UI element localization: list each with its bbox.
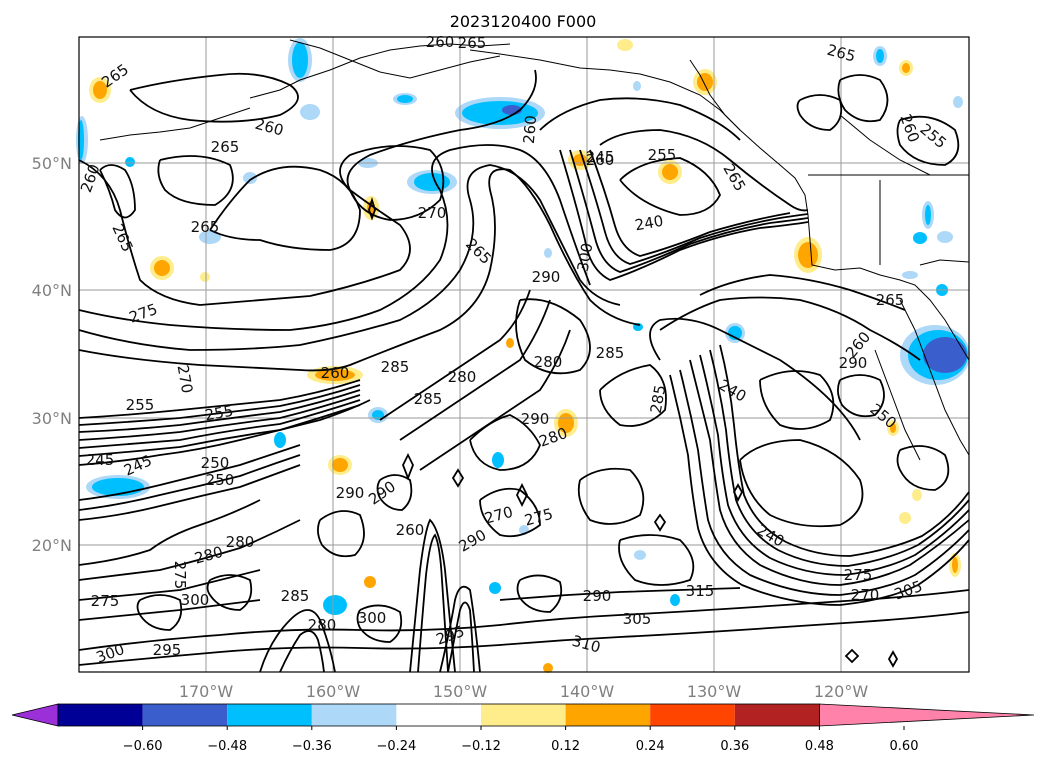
contour-label: 280 [226,533,255,551]
contour-label: 250 [201,454,230,472]
contour-label: 260 [396,521,425,539]
contour-label: 260 [426,33,455,51]
contour-label: 300 [574,241,597,272]
contour-label: 265 [191,218,220,236]
contour-label: 275 [844,566,873,584]
contour-label: 245 [586,148,615,166]
colorbar-segment [481,704,566,726]
contour-label: 245 [86,451,115,469]
colorbar-tick-label: −0.12 [461,739,501,754]
longitude-labels: 170°W 160°W 150°W 140°W 130°W 120°W [179,682,869,701]
colorbar-tick-label: −0.60 [123,739,163,754]
contour-label: 290 [583,587,612,605]
lat-label-30n: 30°N [32,409,72,428]
contour-label: 285 [596,344,625,362]
contour-label: 255 [648,146,677,164]
contour-lines [78,69,970,673]
colorbar [11,703,1035,727]
contour-label: 290 [532,268,561,286]
colorbar-tick-label: −0.48 [207,739,247,754]
contour-label: 285 [647,383,670,414]
lon-label-140w: 140°W [560,682,615,701]
contour-label: 280 [308,616,337,634]
contour-label: 260 [586,151,615,169]
colorbar-segment [396,704,481,726]
colorbar-tick-label: 0.48 [805,739,834,754]
lon-label-120w: 120°W [814,682,869,701]
contour-label: 265 [458,34,487,52]
contour-label: 285 [381,358,410,376]
lat-label-50n: 50°N [32,154,72,173]
contour-label: 295 [153,641,182,659]
map-title: 2023120400 F000 [450,12,597,31]
contour-label: 255 [126,396,155,414]
contour-label: 260 [321,364,350,382]
contour-label: 285 [414,390,443,408]
contour-label: 265 [211,138,240,156]
coastlines [99,39,970,461]
contour-label: 290 [336,484,365,502]
colorbar-extend-high [819,703,1035,727]
contour-label: 275 [91,592,120,610]
contour-label: 275 [171,561,189,590]
contour-label: 255 [203,402,234,425]
contour-label: 260 [520,115,540,145]
latitude-labels: 50°N 40°N 30°N 20°N [32,154,72,555]
colorbar-tick-label: −0.36 [292,739,332,754]
colorbar-segment [734,704,820,726]
lon-label-130w: 130°W [687,682,742,701]
lon-label-170w: 170°W [179,682,234,701]
lat-label-40n: 40°N [32,281,72,300]
map-frame [78,36,970,673]
colorbar-tick-label: 0.36 [720,739,749,754]
colorbar-segment [227,704,312,726]
lon-label-160w: 160°W [306,682,361,701]
colorbar-tick-label: 0.60 [890,739,919,754]
contour-label: 240 [633,212,664,235]
contour-label: 280 [534,353,563,371]
contour-label: 280 [448,368,477,386]
negative-patches [76,38,970,615]
contour-label: 270 [418,204,447,222]
colorbar-segment [311,704,397,726]
colorbar-ticks: −0.60 −0.48 −0.36 −0.24 −0.12 0.12 0.24 0.36 0.4… [123,726,919,754]
contour-label: 250 [206,471,235,489]
contour-label: 285 [281,587,310,605]
colorbar-tick-label: 0.12 [551,739,580,754]
contour-label: 270 [851,586,880,604]
colorbar-segment [650,704,735,726]
contour-label: 300 [358,609,387,627]
contour-label: 300 [181,591,210,609]
colorbar-extend-low [11,703,59,727]
colorbar-outline [57,703,820,727]
contour-label: 265 [876,291,905,309]
colorbar-segment [142,704,228,726]
contour-label: 290 [839,354,868,372]
contour-label: 305 [623,610,652,628]
contour-label: 270 [174,363,197,394]
contour-label: 315 [686,582,715,600]
colorbar-tick-label: −0.24 [376,739,416,754]
colorbar-segment [58,704,143,726]
contour-label: 290 [521,410,550,428]
colorbar-segment [565,704,651,726]
lat-label-20n: 20°N [32,536,72,555]
colorbar-tick-label: 0.24 [636,739,665,754]
lon-label-150w: 150°W [433,682,488,701]
